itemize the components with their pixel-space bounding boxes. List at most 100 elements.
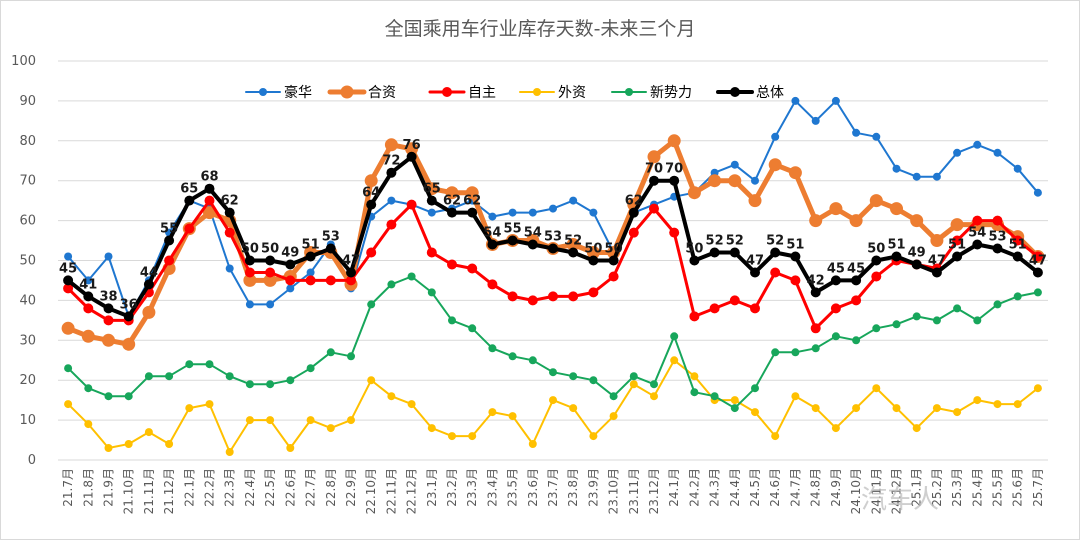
legend-label: 合资 — [368, 85, 396, 101]
x-tick-label: 22.9月 — [344, 468, 358, 507]
data-point — [549, 368, 557, 377]
data-point — [667, 134, 681, 148]
data-point — [285, 275, 296, 286]
data-label: 45 — [827, 261, 845, 276]
data-point — [508, 208, 517, 217]
x-tick-label: 24.4月 — [728, 468, 742, 507]
data-point — [81, 329, 95, 343]
x-tick-label: 22.1月 — [182, 468, 196, 507]
data-point — [527, 239, 538, 250]
data-point — [689, 255, 700, 266]
x-axis-ticks: 21.7月 21.8月 21.9月 21.10月 21.11月 21.12月 22.1月 22… — [61, 468, 1045, 514]
x-tick-label: 23.5月 — [506, 468, 520, 507]
data-point — [84, 384, 93, 393]
data-point — [1033, 384, 1042, 393]
data-point — [872, 132, 881, 141]
data-point — [224, 207, 235, 218]
data-point — [387, 392, 396, 401]
data-point — [426, 195, 437, 206]
data-point — [650, 392, 658, 401]
y-tick-label: 60 — [19, 214, 36, 229]
data-point — [830, 275, 841, 286]
data-point — [690, 372, 699, 381]
data-point — [184, 195, 195, 206]
data-point — [325, 243, 336, 254]
data-point — [548, 291, 558, 302]
data-label: 51 — [887, 238, 905, 253]
x-tick-label: 22.10月 — [364, 468, 378, 514]
data-point — [263, 273, 277, 287]
data-label: 76 — [403, 138, 421, 153]
y-tick-label: 90 — [19, 94, 36, 109]
legend-label: 新势力 — [650, 85, 692, 101]
data-point — [852, 128, 861, 137]
data-label: 54 — [524, 226, 542, 241]
data-label: 55 — [160, 222, 178, 237]
data-point — [507, 291, 518, 302]
x-tick-label: 24.9月 — [829, 468, 843, 507]
x-tick-label: 21.8月 — [81, 468, 95, 507]
data-label: 50 — [867, 242, 885, 257]
data-point — [972, 215, 983, 226]
data-point — [245, 300, 254, 309]
data-point — [143, 279, 154, 290]
data-point — [869, 194, 883, 208]
data-point — [244, 255, 255, 266]
data-point — [528, 356, 537, 365]
x-tick-label: 25.2月 — [930, 468, 944, 507]
data-point — [367, 300, 376, 309]
data-point — [993, 400, 1002, 409]
data-point — [953, 408, 962, 417]
data-point — [829, 202, 843, 216]
data-point — [185, 360, 194, 369]
legend-swatch-marker — [442, 87, 452, 97]
data-point — [689, 311, 700, 322]
data-point — [791, 392, 800, 401]
data-point — [243, 273, 257, 287]
data-point — [952, 235, 963, 246]
data-point — [203, 206, 216, 220]
x-tick-label: 21.9月 — [102, 468, 116, 507]
data-point — [791, 348, 800, 357]
data-point — [628, 207, 639, 218]
y-axis-ticks: 0 10 20 30 40 50 60 70 80 90 100 — [11, 54, 36, 468]
x-tick-label: 23.1月 — [425, 468, 439, 507]
x-tick-label: 23.8月 — [566, 468, 580, 507]
data-point — [244, 267, 255, 278]
data-point — [468, 324, 477, 333]
legend-item: 外资 — [519, 85, 586, 101]
data-point — [910, 214, 924, 228]
data-point — [265, 255, 276, 266]
data-point — [386, 219, 397, 230]
data-label: 52 — [726, 234, 744, 249]
data-point — [1012, 251, 1023, 262]
x-tick-label: 21.7月 — [61, 468, 75, 507]
data-point — [427, 424, 436, 433]
data-point — [245, 416, 254, 425]
data-point — [608, 255, 619, 266]
data-point — [1032, 251, 1043, 262]
data-point — [204, 195, 215, 206]
data-point — [508, 352, 517, 361]
x-tick-label: 24.8月 — [809, 468, 823, 507]
data-point — [366, 199, 377, 210]
data-label: 45 — [59, 261, 77, 276]
data-point — [266, 380, 275, 389]
data-point — [709, 247, 720, 258]
data-point — [305, 251, 316, 262]
data-point — [387, 280, 396, 289]
data-point — [931, 267, 942, 278]
data-point — [952, 251, 963, 262]
x-tick-label: 23.12月 — [647, 468, 661, 514]
data-point — [849, 214, 863, 228]
data-point — [347, 352, 355, 361]
x-tick-label: 24.3月 — [708, 468, 722, 507]
data-point — [750, 267, 760, 278]
data-point — [225, 372, 234, 381]
data-label: 47 — [1029, 254, 1047, 269]
data-label: 47 — [928, 254, 946, 269]
data-point — [730, 160, 739, 169]
data-label: 49 — [281, 246, 299, 261]
data-point — [730, 404, 739, 413]
data-point — [609, 412, 618, 421]
